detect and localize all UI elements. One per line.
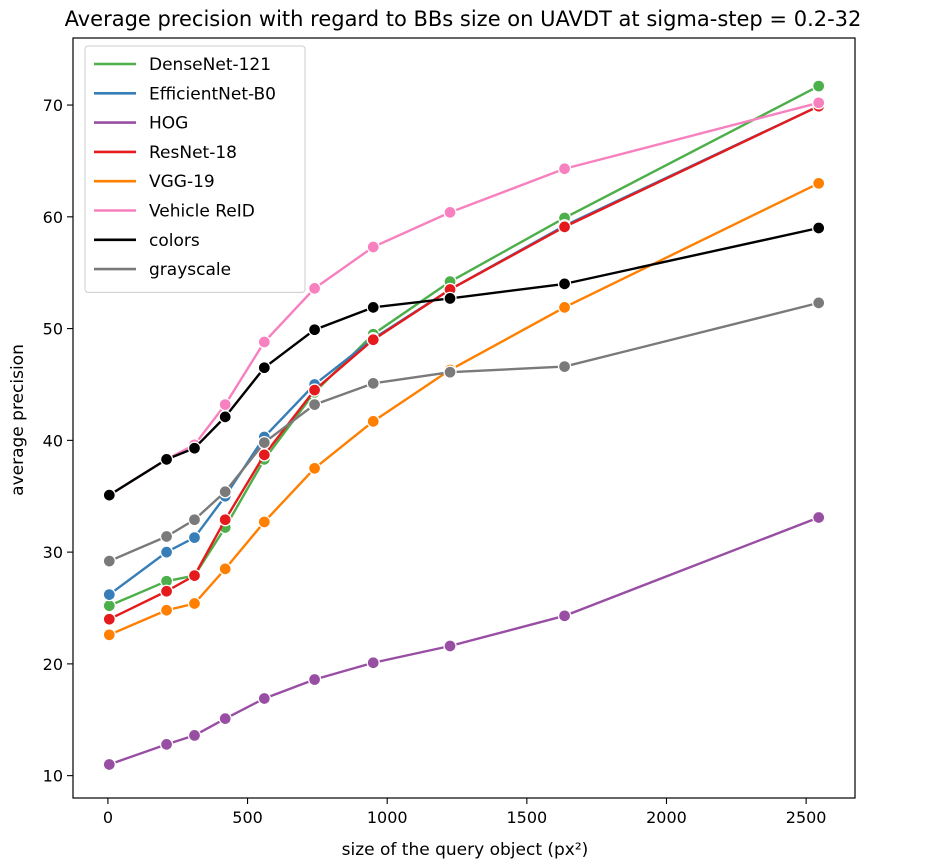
x-axis-label: size of the query object (px²): [342, 840, 589, 860]
legend-label: Vehicle ReID: [149, 202, 255, 222]
data-point: [366, 240, 380, 254]
data-point: [218, 513, 232, 527]
data-point: [159, 603, 174, 617]
data-point: [366, 333, 380, 347]
data-point: [366, 414, 380, 429]
data-point: [257, 448, 271, 462]
data-point: [187, 513, 202, 527]
y-tick-label: 10: [43, 767, 63, 786]
x-tick-label: 500: [232, 808, 263, 827]
data-point: [557, 220, 572, 234]
data-point: [443, 639, 457, 653]
data-point: [443, 205, 457, 220]
data-point: [812, 79, 826, 93]
legend-label: VGG-19: [149, 172, 215, 192]
data-point: [218, 485, 232, 499]
data-point: [187, 728, 202, 743]
legend-label: grayscale: [149, 260, 231, 280]
data-point: [257, 435, 271, 450]
legend-label: EfficientNet-B0: [149, 84, 276, 104]
data-point: [557, 162, 572, 176]
chart-title: Average precision with regard to BBs siz…: [65, 7, 862, 31]
data-point: [366, 656, 380, 670]
series-line: [108, 516, 820, 766]
x-tick-label: 2500: [786, 808, 827, 827]
data-point: [307, 383, 322, 397]
data-point: [159, 452, 174, 467]
data-point: [159, 737, 174, 752]
series-line: [108, 182, 820, 637]
y-axis-label: average precision: [8, 344, 28, 496]
legend-label: DenseNet-121: [149, 55, 271, 75]
data-point: [366, 300, 380, 315]
y-tick-label: 40: [43, 431, 63, 450]
data-point: [218, 410, 232, 424]
x-tick-label: 0: [103, 808, 113, 827]
plot-frame: [72, 37, 856, 799]
data-point: [218, 397, 232, 412]
data-point: [557, 359, 572, 374]
data-point: [159, 584, 174, 598]
y-tick-label: 70: [43, 96, 63, 115]
series-line: [108, 226, 820, 497]
legend-box: [84, 45, 306, 293]
data-point: [218, 711, 232, 726]
legend-label: colors: [149, 231, 200, 251]
data-point: [102, 587, 116, 602]
series-line: [108, 301, 820, 563]
data-point: [307, 672, 322, 687]
data-point: [102, 554, 116, 568]
data-point: [102, 599, 116, 613]
data-point: [102, 628, 116, 642]
data-point: [812, 176, 826, 190]
data-point: [187, 530, 202, 545]
data-point: [159, 529, 174, 544]
y-tick-label: 20: [43, 655, 63, 674]
x-tick-label: 2000: [646, 808, 687, 827]
legend: DenseNet-121 EfficientNet-B0 HOG ResNet-18 V…: [84, 45, 306, 293]
data-point: [443, 291, 457, 306]
data-point: [812, 96, 826, 110]
y-tick-label: 30: [43, 543, 63, 562]
data-point: [307, 397, 322, 412]
x-tick-label: 1000: [367, 808, 408, 827]
series-line: [108, 101, 820, 497]
data-point: [257, 335, 271, 349]
data-point: [557, 609, 572, 623]
data-point: [257, 515, 271, 529]
data-point: [307, 323, 322, 337]
data-point: [257, 361, 271, 375]
y-tick-label: 50: [43, 320, 63, 339]
plot-area: 0 500 1000 1500 2000 2500 10 20 30 40 50 60 70: [43, 37, 856, 827]
legend-label: ResNet-18: [149, 143, 237, 163]
data-point: [187, 596, 202, 611]
data-point: [159, 545, 174, 559]
legend-label: HOG: [149, 114, 188, 134]
data-point: [307, 281, 322, 296]
data-point: [218, 562, 232, 576]
x-tick-label: 1500: [506, 808, 547, 827]
y-tick-label: 60: [43, 208, 63, 227]
data-point: [102, 757, 116, 772]
data-point: [307, 461, 322, 475]
data-point: [812, 296, 826, 310]
data-point: [812, 221, 826, 235]
data-point: [443, 365, 457, 379]
data-point: [187, 441, 202, 455]
data-point: [557, 277, 572, 291]
data-point: [366, 376, 380, 391]
data-point: [102, 488, 116, 502]
data-point: [812, 510, 826, 525]
data-point: [102, 612, 116, 626]
data-point: [187, 568, 202, 583]
data-point: [557, 300, 572, 315]
data-point: [257, 691, 271, 706]
series-line: [108, 84, 820, 607]
